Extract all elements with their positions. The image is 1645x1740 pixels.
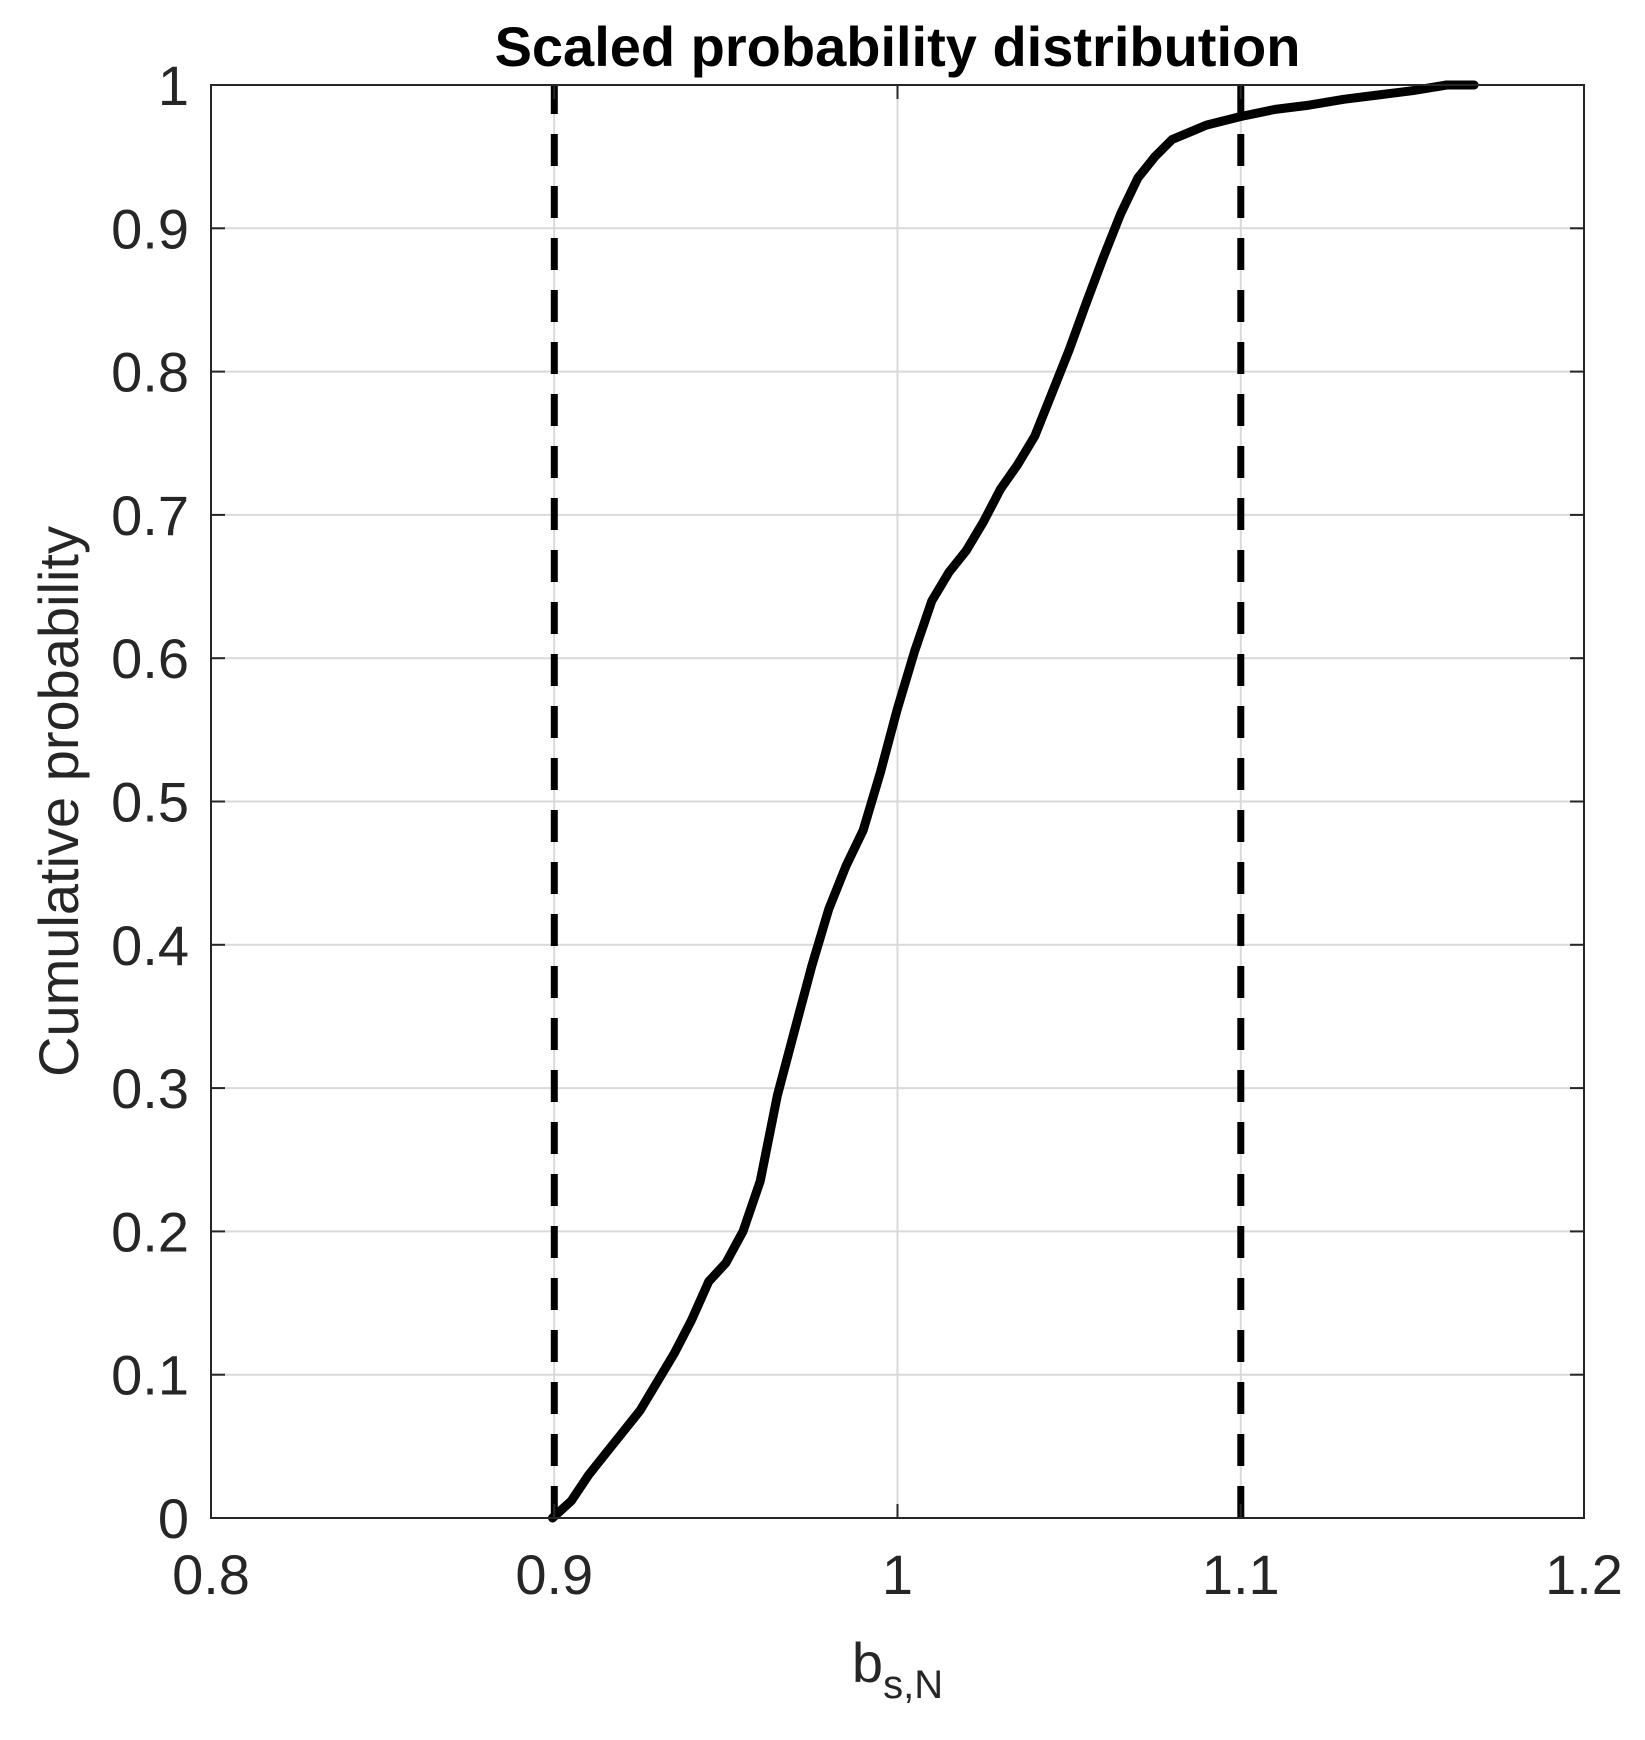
tick-marks [210, 84, 1585, 1519]
chart-title: Scaled probability distribution [495, 15, 1301, 78]
x-axis-label-subscript: s,N [883, 1663, 943, 1707]
x-tick-label: 1 [882, 1543, 913, 1606]
x-axis-label-base: b [852, 1631, 883, 1694]
y-tick-label: 1 [158, 54, 189, 117]
y-tick-label: 0.8 [111, 341, 189, 404]
y-tick-label: 0.9 [111, 197, 189, 260]
y-tick-label: 0.3 [111, 1057, 189, 1120]
y-tick-label: 0.1 [111, 1344, 189, 1407]
y-axis-label: Cumulative probability [27, 526, 90, 1077]
x-tick-labels: 0.8 0.9 1 1.1 1.2 [172, 1543, 1623, 1606]
cdf-curve [548, 80, 1479, 1523]
y-tick-label: 0.4 [111, 914, 189, 977]
y-tick-label: 0.6 [111, 627, 189, 690]
y-tick-label: 0.2 [111, 1200, 189, 1263]
y-tick-label: 0.5 [111, 771, 189, 834]
data-series [548, 80, 1479, 1523]
x-axis-label: bs,N [852, 1631, 943, 1707]
x-tick-label: 0.9 [515, 1543, 593, 1606]
x-tick-label: 1.2 [1545, 1543, 1623, 1606]
x-tick-label: 0.8 [172, 1543, 250, 1606]
y-tick-label: 0 [158, 1487, 189, 1550]
x-tick-label: 1.1 [1202, 1543, 1280, 1606]
y-tick-labels: 0 0.1 0.2 0.3 0.4 0.5 0.6 0.7 0.8 0.9 1 [111, 54, 189, 1550]
y-tick-label: 0.7 [111, 484, 189, 547]
